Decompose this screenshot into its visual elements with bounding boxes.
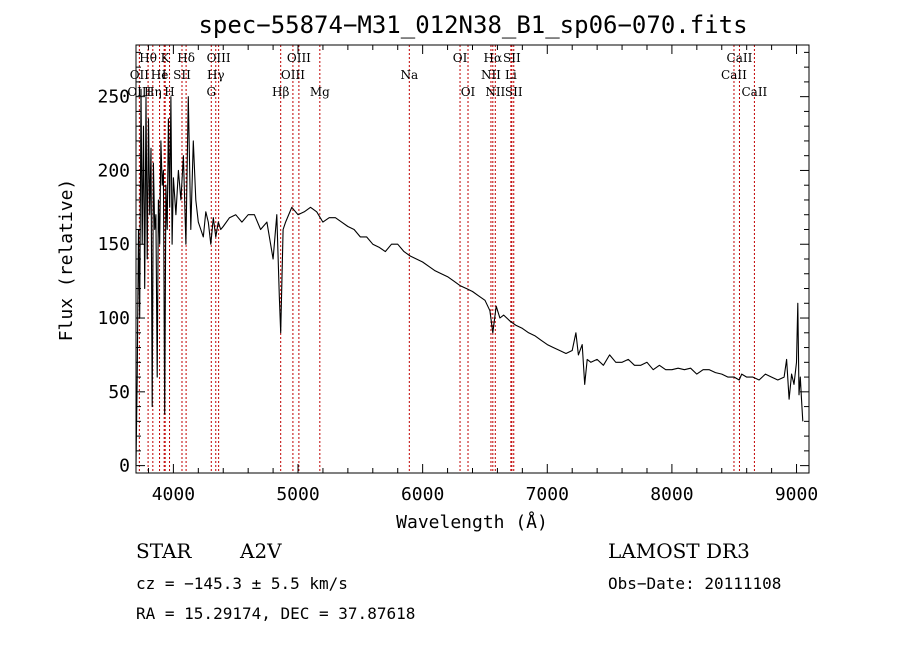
spectral-line-label: NII	[481, 68, 501, 82]
object-subclass: A2V	[239, 539, 282, 563]
spectral-line-label: Mg	[310, 85, 330, 99]
object-class: STAR	[136, 539, 192, 563]
spectral-line-label: Hθ	[139, 51, 157, 65]
chart-title: spec−55874−M31_012N38_B1_sp06−070.fits	[198, 11, 747, 39]
x-tick-label: 4000	[152, 484, 195, 505]
spectral-line-label: OIII	[287, 51, 311, 65]
spectral-line-label: H	[164, 85, 174, 99]
survey-name: LAMOST DR3	[608, 539, 750, 563]
spectral-line-label: OIII	[207, 51, 231, 65]
spectral-lines-layer	[138, 45, 755, 473]
x-tick-label: 9000	[775, 484, 818, 505]
spectral-line-label: CaII	[741, 85, 767, 99]
spectral-line-label: SII	[505, 85, 523, 99]
y-tick-label: 150	[97, 234, 130, 255]
spectral-line-label: Hβ	[272, 85, 289, 99]
x-tick-label: 5000	[276, 484, 319, 505]
spectral-line-label: OI	[461, 85, 476, 99]
spectral-line-label: Na	[400, 68, 418, 82]
x-axis-title: Wavelength (Å)	[396, 511, 548, 533]
spectral-line-label: OI	[453, 51, 468, 65]
x-axis-ticks: 4000 5000 6000 7000 8000 9000	[147, 45, 818, 505]
spectral-line-label: I	[162, 68, 167, 82]
spectral-line-label: Hα	[484, 51, 503, 65]
x-tick-label: 6000	[401, 484, 444, 505]
spectral-line-label: OII	[130, 68, 150, 82]
y-axis-title: Flux (relative)	[56, 179, 77, 342]
spectral-line-label: K	[161, 51, 171, 65]
x-tick-label: 8000	[650, 484, 693, 505]
spectral-line-label: Hη	[144, 85, 162, 99]
spectral-line-label: G	[206, 85, 216, 99]
x-tick-label: 7000	[526, 484, 569, 505]
y-tick-label: 50	[108, 382, 130, 403]
redshift-cz: cz = −145.3 ± 5.5 km/s	[136, 574, 348, 593]
y-axis-ticks: 0 50 100 150 200 250	[97, 51, 809, 477]
spectral-line-label: NII	[485, 85, 505, 99]
spectral-line-label: Hγ	[207, 68, 225, 82]
spectral-line-label: SII	[503, 51, 521, 65]
y-tick-label: 200	[97, 160, 130, 181]
ra-dec-coordinates: RA = 15.29174, DEC = 37.87618	[136, 604, 415, 623]
spectral-line-label: SII	[173, 68, 191, 82]
y-tick-label: 0	[119, 456, 130, 477]
observation-date: Obs−Date: 20111108	[608, 574, 781, 593]
spectral-line-label: CaII	[727, 51, 753, 65]
y-tick-label: 100	[97, 308, 130, 329]
spectral-line-label: Li	[505, 68, 517, 82]
y-tick-label: 250	[97, 87, 130, 108]
spectral-line-label: OIII	[281, 68, 305, 82]
spectral-line-label: CaII	[721, 68, 747, 82]
spectral-line-label: Hδ	[177, 51, 195, 65]
flux-series-line	[135, 88, 804, 466]
spectral-line-label: OIII	[127, 85, 151, 99]
spectral-line-label: He	[151, 68, 169, 82]
plot-frame	[135, 44, 810, 474]
